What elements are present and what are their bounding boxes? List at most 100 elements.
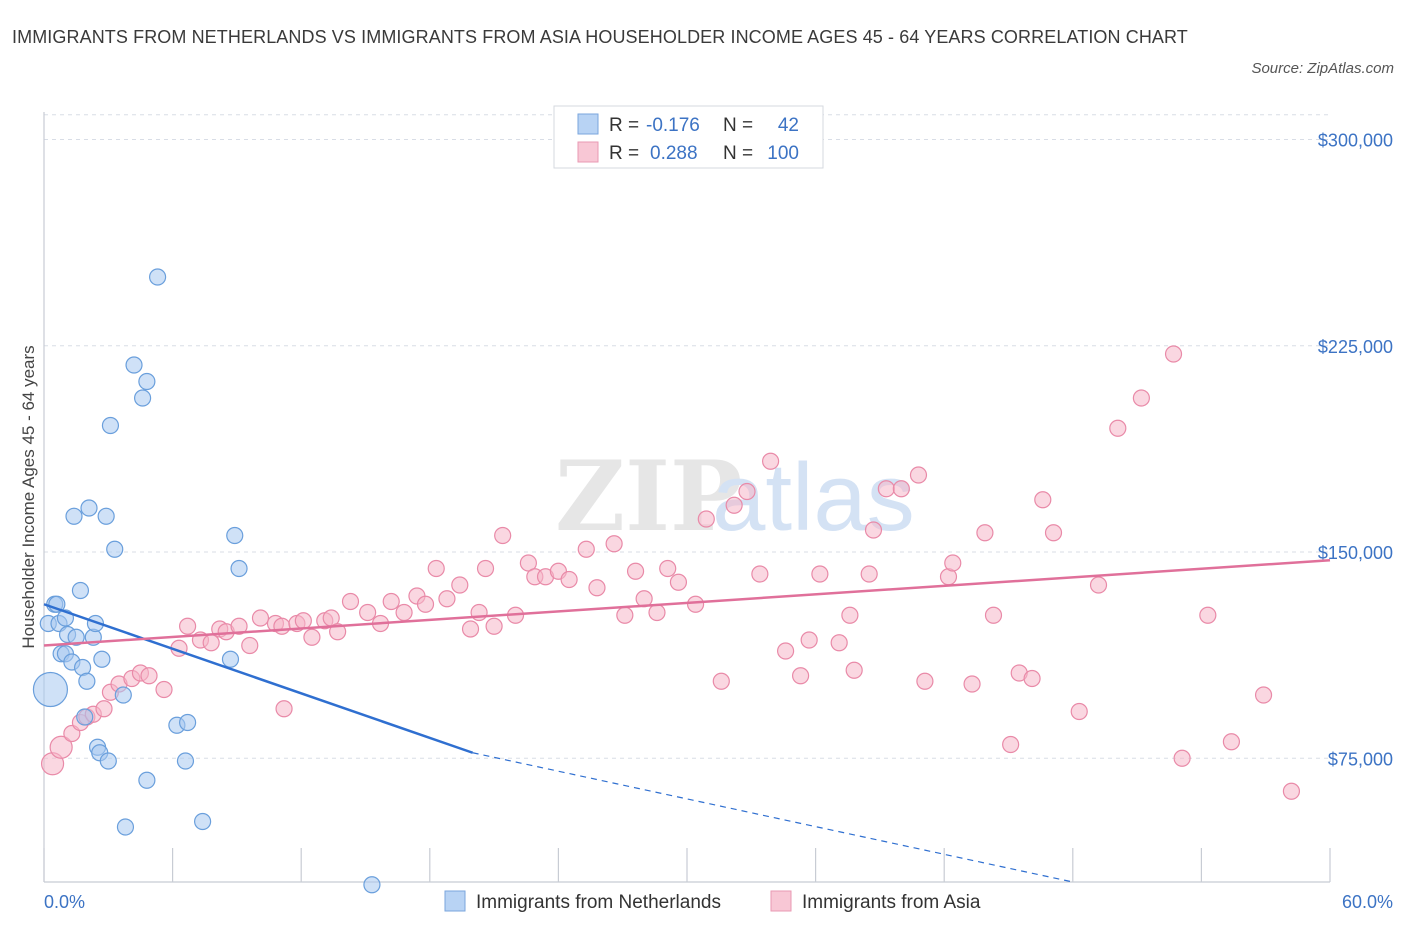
- asia-point-38: [427, 559, 445, 578]
- netherlands-point-15: [78, 672, 96, 690]
- asia-point-6: [95, 700, 113, 718]
- trend-line-netherlands: [43, 603, 474, 754]
- netherlands-point-31: [138, 372, 156, 391]
- asia-point-92: [1089, 576, 1108, 594]
- asia-point-27: [303, 628, 321, 646]
- asia-point-31: [341, 592, 360, 611]
- asia-point-52: [577, 540, 595, 558]
- asia-point-61: [686, 595, 705, 613]
- netherlands-point-27: [116, 818, 135, 836]
- asia-point-72: [830, 634, 848, 652]
- netherlands-point-30: [138, 771, 156, 789]
- legend-swatch-netherlands: [577, 113, 599, 135]
- asia-point-80: [916, 672, 934, 690]
- chart-title: IMMIGRANTS FROM NETHERLANDS VS IMMIGRANT…: [12, 27, 1188, 47]
- asia-point-32: [359, 603, 377, 622]
- y-axis-tick-labels: $75,000 $150,000 $225,000 $300,000: [1318, 131, 1393, 770]
- asia-point-64: [725, 496, 743, 514]
- asia-point-43: [476, 559, 495, 578]
- asia-point-56: [626, 562, 645, 580]
- asia-point-83: [963, 675, 981, 693]
- bottom-legend-swatch-asia: [770, 890, 792, 912]
- legend-box: [553, 105, 824, 169]
- netherlands-point-37: [221, 650, 240, 668]
- trend-lines: [43, 559, 1331, 883]
- asia-point-95: [1164, 345, 1183, 363]
- bottom-legend: Immigrants from Netherlands Immigrants f…: [444, 890, 981, 913]
- asia-point-90: [1044, 524, 1063, 542]
- series-netherlands-points: [32, 268, 381, 894]
- asia-point-16: [202, 634, 220, 652]
- y-tick-label-2: $225,000: [1318, 337, 1393, 357]
- asia-point-73: [841, 606, 859, 624]
- asia-point-94: [1132, 389, 1150, 407]
- asia-point-45: [494, 526, 512, 545]
- legend-n-label-2: N =: [723, 143, 753, 164]
- watermark-zip: ZIP: [555, 440, 742, 553]
- asia-point-78: [892, 480, 910, 498]
- asia-point-74: [845, 661, 863, 679]
- x-tick-label-right: 60.0%: [1342, 892, 1393, 912]
- legend-swatch-asia: [577, 141, 599, 163]
- asia-point-60: [669, 573, 688, 591]
- x-tick-label-left: 0.0%: [44, 892, 85, 912]
- asia-point-71: [811, 565, 829, 583]
- asia-point-97: [1199, 606, 1217, 624]
- netherlands-point-12: [71, 581, 90, 600]
- y-axis-label: Householder Income Ages 45 - 64 years: [19, 345, 38, 648]
- asia-point-54: [605, 535, 623, 553]
- asia-point-100: [1282, 782, 1301, 800]
- asia-point-66: [751, 565, 769, 583]
- netherlands-point-21: [93, 650, 111, 668]
- trend-line-netherlands-extension: [472, 752, 1073, 883]
- asia-point-12: [155, 680, 173, 699]
- asia-point-82: [944, 554, 962, 572]
- asia-point-20: [241, 636, 259, 655]
- asia-point-44: [485, 617, 503, 635]
- asia-point-96: [1173, 749, 1191, 767]
- asia-point-89: [1034, 491, 1052, 509]
- asia-point-91: [1070, 702, 1088, 721]
- netherlands-point-16: [80, 499, 98, 517]
- asia-point-84: [976, 524, 994, 542]
- asia-point-55: [616, 606, 634, 624]
- asia-point-75: [860, 565, 878, 583]
- watermark: ZIP atlas: [555, 440, 915, 553]
- legend-r-value-1: -0.176: [646, 115, 700, 136]
- asia-point-40: [451, 576, 469, 594]
- asia-point-11: [140, 667, 158, 685]
- asia-point-24: [275, 700, 293, 718]
- netherlands-point-10: [65, 507, 83, 525]
- asia-point-77: [877, 480, 895, 498]
- bottom-legend-label-asia: Immigrants from Asia: [802, 892, 981, 913]
- netherlands-point-28: [125, 356, 143, 374]
- netherlands-point-34: [176, 752, 195, 770]
- asia-point-59: [659, 559, 677, 578]
- legend: R = -0.176 N = 42 R = 0.288 N = 100: [553, 105, 824, 169]
- asia-point-76: [864, 521, 883, 539]
- asia-point-41: [461, 620, 480, 638]
- asia-point-69: [791, 667, 810, 685]
- legend-n-value-2: 100: [767, 143, 799, 164]
- legend-r-label-2: R =: [609, 143, 639, 164]
- asia-point-21: [251, 609, 270, 627]
- bottom-legend-label-netherlands: Immigrants from Netherlands: [476, 892, 721, 913]
- asia-point-65: [738, 482, 756, 501]
- asia-point-30: [329, 623, 347, 641]
- asia-point-35: [395, 603, 413, 622]
- asia-point-39: [438, 590, 456, 608]
- netherlands-point-11: [67, 628, 85, 646]
- asia-point-98: [1222, 733, 1241, 751]
- trend-line-asia: [43, 559, 1331, 647]
- netherlands-point-32: [148, 268, 167, 286]
- source-label: Source: ZipAtlas.com: [1251, 60, 1394, 77]
- asia-point-19: [230, 617, 248, 635]
- x-axis-ticks: [43, 848, 1331, 882]
- netherlands-point-24: [101, 416, 120, 435]
- y-tick-label-1: $150,000: [1318, 543, 1393, 563]
- asia-point-85: [984, 606, 1003, 624]
- netherlands-point-36: [194, 812, 212, 831]
- netherlands-point-23: [99, 752, 117, 770]
- netherlands-point-14: [76, 708, 94, 726]
